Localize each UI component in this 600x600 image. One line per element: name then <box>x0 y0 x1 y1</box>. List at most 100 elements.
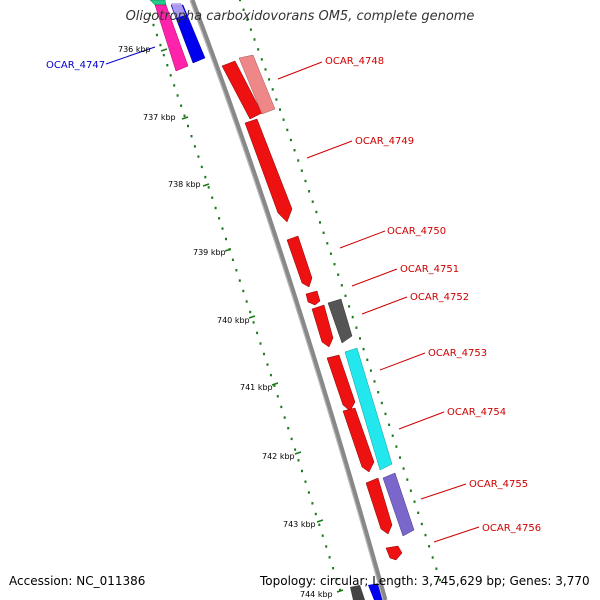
kbp-tick <box>202 183 210 187</box>
inner-tick-dot <box>269 373 272 377</box>
inner-tick-dot <box>176 94 179 97</box>
outer-tick-dot <box>253 38 256 41</box>
outer-tick-dot <box>439 578 441 582</box>
gene-label-ocar-4750[interactable]: OCAR_4750 <box>387 226 446 237</box>
outer-tick-dot <box>431 556 434 559</box>
inner-tick-dot <box>335 577 338 581</box>
outer-tick-dot <box>260 58 263 61</box>
inner-tick-dot <box>169 74 172 77</box>
inner-tick-dot <box>190 135 193 138</box>
inner-tick-dot <box>273 384 276 387</box>
leader-line-ocar-4755 <box>420 483 467 500</box>
inner-tick-dot <box>266 363 269 366</box>
outer-tick-dot <box>322 231 325 234</box>
kbp-label: 736 kbp <box>118 45 151 54</box>
outer-tick-dot <box>279 108 281 111</box>
outer-tick-dot <box>344 294 347 297</box>
kbp-tick <box>181 116 189 120</box>
outer-tick-dot <box>326 242 329 245</box>
gene-feature-ocar-4747-lavender[interactable] <box>171 3 186 18</box>
outer-tick-dot <box>348 305 351 308</box>
inner-tick-dot <box>245 300 248 303</box>
inner-tick-dot <box>211 196 214 199</box>
outer-tick-dot <box>406 478 409 481</box>
leader-line-ocar-4752 <box>361 296 408 315</box>
inner-tick-dot <box>159 43 162 47</box>
gene-label-ocar-4747[interactable]: OCAR_4747 <box>46 60 105 71</box>
kbp-label: 738 kbp <box>168 180 201 189</box>
leader-line-ocar-4751 <box>351 268 398 287</box>
inner-tick-dot <box>252 321 255 324</box>
outer-tick-dot <box>395 445 398 448</box>
outer-tick-dot <box>355 326 358 329</box>
outer-tick-dot <box>282 118 285 121</box>
gene-feature-ocar-4750[interactable] <box>286 235 313 288</box>
inner-tick-dot <box>200 165 203 169</box>
outer-tick-dot <box>391 434 394 437</box>
inner-tick-dot <box>321 534 324 537</box>
outer-tick-dot <box>388 423 391 426</box>
gene-feature-ocar-4754-cyan[interactable] <box>344 347 393 471</box>
gene-feature-ocar-4755-purple[interactable] <box>382 472 415 537</box>
outer-tick-dot <box>300 169 303 172</box>
inner-tick-dot <box>325 545 328 548</box>
genome-backbone-highlight <box>189 0 384 600</box>
outer-tick-dot <box>377 391 380 394</box>
gene-label-layer: OCAR_4747 OCAR_4748 OCAR_4749 OCAR_4750 OCAR… <box>46 56 541 534</box>
kbp-tick <box>271 382 279 386</box>
gene-label-ocar-4749[interactable]: OCAR_4749 <box>355 136 414 147</box>
gene-feature-top-green[interactable] <box>149 0 167 6</box>
kbp-label-layer: 736 kbp 737 kbp 738 kbp 739 kbp 740 kbp 741 k… <box>118 45 344 599</box>
outer-tick-dot <box>304 179 307 183</box>
outer-tick-dot <box>409 489 412 492</box>
gene-feature-ocar-4753[interactable] <box>326 354 356 412</box>
gene-label-ocar-4753[interactable]: OCAR_4753 <box>428 348 487 359</box>
outer-tick-dot <box>337 273 340 276</box>
outer-tick-dot <box>264 68 267 71</box>
outer-tick-dot <box>319 221 321 224</box>
gene-feature-ocar-4748-partner[interactable] <box>238 54 276 115</box>
inner-tick-dot <box>290 437 293 441</box>
inner-tick-dot <box>283 416 286 419</box>
gene-feature-ocar-4756[interactable] <box>385 545 403 561</box>
gene-label-ocar-4748[interactable]: OCAR_4748 <box>325 56 384 67</box>
kbp-tick <box>336 589 344 593</box>
inner-tick-dot <box>225 237 227 241</box>
gene-feature-ocar-4752-grey[interactable] <box>327 298 353 344</box>
gene-feature-ocar-4751[interactable] <box>305 290 321 306</box>
accession-text: Accession: NC_011386 <box>9 574 146 588</box>
inner-tick-dot <box>280 405 283 409</box>
gene-feature-ocar-4749[interactable] <box>244 118 293 223</box>
outer-tick-dot <box>293 149 296 152</box>
inner-tick-dot <box>187 124 189 128</box>
outer-tick-dot <box>402 467 405 470</box>
gene-feature-ocar-4755[interactable] <box>365 477 393 535</box>
outer-tick-dot <box>417 511 420 514</box>
gene-label-ocar-4751[interactable]: OCAR_4751 <box>400 264 459 275</box>
gene-feature-ocar-4752[interactable] <box>311 304 334 348</box>
gene-label-ocar-4756[interactable]: OCAR_4756 <box>482 523 541 534</box>
gene-label-ocar-4755[interactable]: OCAR_4755 <box>469 479 528 490</box>
inner-tick-dot <box>207 186 210 189</box>
outer-tick-dot <box>246 18 249 21</box>
leader-line-ocar-4749 <box>306 140 353 159</box>
leader-line-ocar-4750 <box>339 230 386 249</box>
outer-tick-dot <box>413 500 416 503</box>
gene-feature-ocar-4747-magenta[interactable] <box>154 4 189 72</box>
gene-feature-ocar-4754[interactable] <box>342 407 375 473</box>
gene-feature-bottom-grey[interactable] <box>350 585 365 600</box>
outer-tick-dot <box>308 190 311 193</box>
gene-label-ocar-4754[interactable]: OCAR_4754 <box>447 407 506 418</box>
leader-line-ocar-4756 <box>433 526 480 543</box>
inner-tick-dot <box>276 395 279 398</box>
inner-tick-dot <box>249 310 252 314</box>
outer-tick-dot <box>359 337 361 340</box>
inner-tick-dot <box>297 459 300 462</box>
outer-tick-dot <box>399 456 401 459</box>
outer-tick-dot <box>373 380 376 383</box>
inner-tick-dot <box>287 427 290 430</box>
kbp-tick <box>294 451 302 455</box>
genes-layer <box>149 0 415 600</box>
gene-label-ocar-4752[interactable]: OCAR_4752 <box>410 292 469 303</box>
